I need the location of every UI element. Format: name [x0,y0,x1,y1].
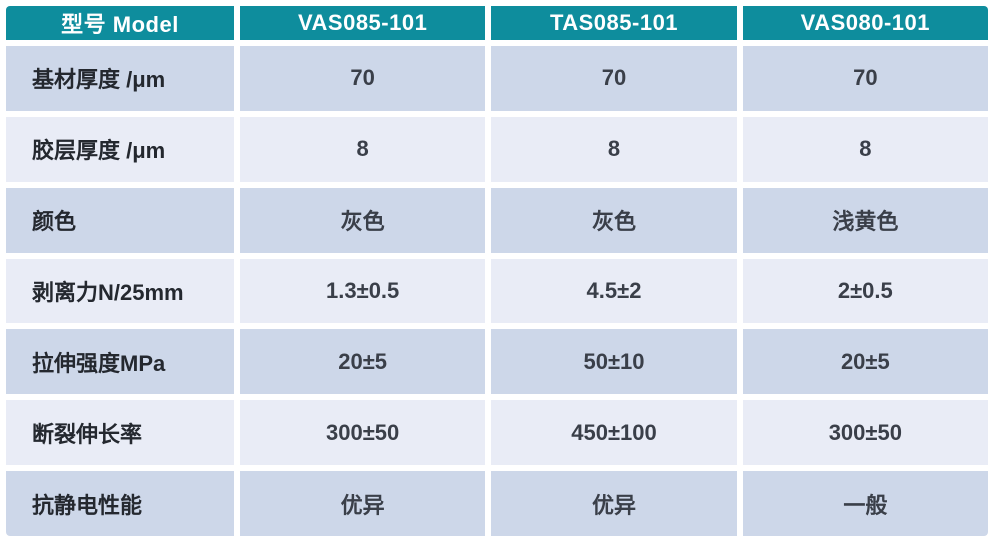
value-cell: 50±10 [491,329,737,395]
value-cell: 浅黄色 [742,187,988,253]
row-label: 胶层厚度 /μm [6,116,234,182]
value-cell: 8 [742,116,988,182]
row-label: 基材厚度 /μm [6,46,234,111]
value-cell: 优异 [240,471,486,536]
value-cell: 70 [491,46,737,111]
header-cell-vas085-101: VAS085-101 [240,6,486,40]
value-cell: 灰色 [491,187,737,253]
table-row-antistatic-performance: 抗静电性能 优异 优异 一般 [6,471,988,536]
value-cell: 4.5±2 [491,258,737,324]
value-cell: 8 [491,116,737,182]
value-cell: 300±50 [742,400,988,466]
value-cell: 8 [240,116,486,182]
row-label: 抗静电性能 [6,471,234,536]
value-cell: 20±5 [240,329,486,395]
header-cell-model-label: 型号 Model [6,6,234,40]
table-row-peel-force: 剥离力N/25mm 1.3±0.5 4.5±2 2±0.5 [6,258,988,324]
header-cell-tas085-101: TAS085-101 [491,6,737,40]
row-label: 剥离力N/25mm [6,258,234,324]
value-cell: 灰色 [240,187,486,253]
table-row-tensile-strength: 拉伸强度MPa 20±5 50±10 20±5 [6,329,988,395]
value-cell: 70 [240,46,486,111]
table-row-elongation-at-break: 断裂伸长率 300±50 450±100 300±50 [6,400,988,466]
table-row-color: 颜色 灰色 灰色 浅黄色 [6,187,988,253]
row-label: 拉伸强度MPa [6,329,234,395]
value-cell: 450±100 [491,400,737,466]
value-cell: 20±5 [742,329,988,395]
header-cell-vas080-101: VAS080-101 [742,6,988,40]
value-cell: 70 [742,46,988,111]
value-cell: 一般 [742,471,988,536]
value-cell: 1.3±0.5 [240,258,486,324]
value-cell: 优异 [491,471,737,536]
table-row-adhesive-thickness: 胶层厚度 /μm 8 8 8 [6,116,988,182]
value-cell: 300±50 [240,400,486,466]
table-row-substrate-thickness: 基材厚度 /μm 70 70 70 [6,46,988,111]
header-row: 型号 Model VAS085-101 TAS085-101 VAS080-10… [6,6,988,40]
row-label: 颜色 [6,187,234,253]
value-cell: 2±0.5 [742,258,988,324]
row-label: 断裂伸长率 [6,400,234,466]
